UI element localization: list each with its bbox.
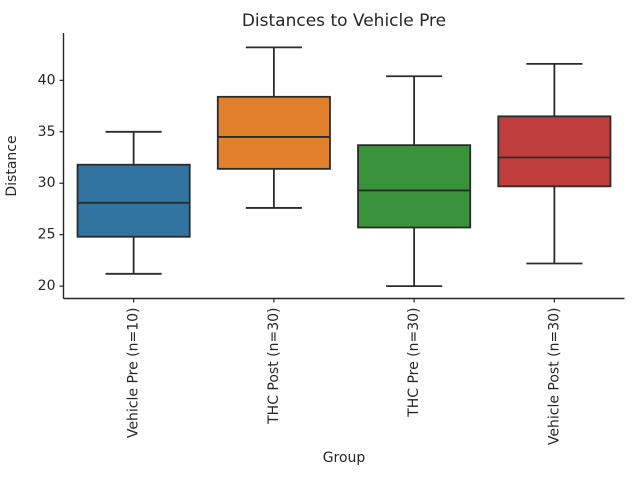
y-axis-label: Distance (4, 135, 20, 196)
plot-area: 20 25 30 35 40 Vehicle Pre (n=10) THC Post (n=… (38, 33, 625, 445)
box-3 (497, 115, 612, 188)
x-tick-label: THC Pre (n=30) (406, 308, 422, 418)
chart-title: Distances to Vehicle Pre (242, 11, 446, 31)
x-tick-label: THC Post (n=30) (266, 308, 282, 425)
y-tick-label: 35 (38, 124, 56, 140)
box-2 (357, 144, 472, 229)
y-tick-label: 20 (38, 278, 56, 294)
y-tick-label: 40 (38, 72, 56, 88)
x-tick-label: Vehicle Pre (n=10) (126, 308, 142, 439)
x-tick-label: Vehicle Post (n=30) (546, 308, 562, 446)
y-tick-label: 25 (38, 227, 56, 243)
box-1 (216, 95, 331, 170)
y-tick-label: 30 (38, 175, 56, 191)
x-axis-label: Group (323, 450, 366, 466)
box-0 (76, 163, 191, 238)
